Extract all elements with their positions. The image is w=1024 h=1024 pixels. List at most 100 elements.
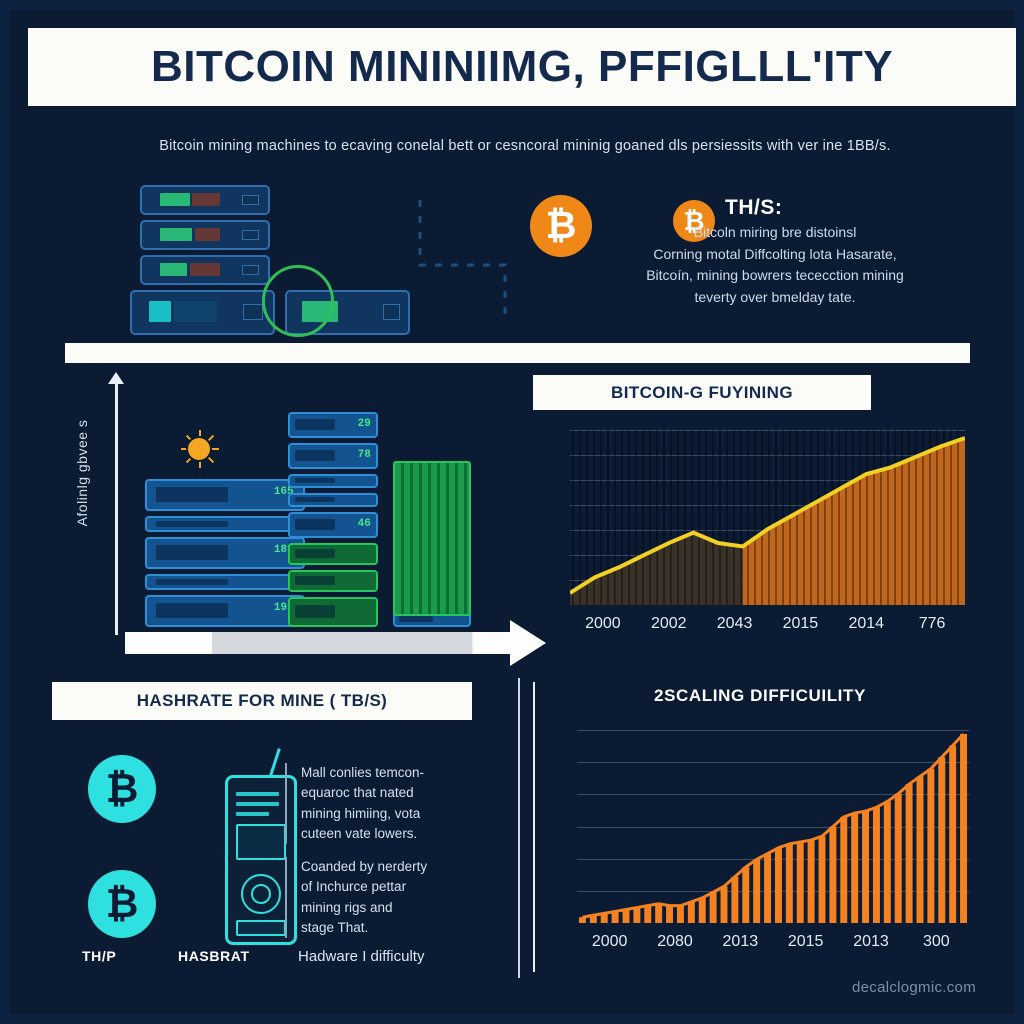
server-rack-unit: [140, 185, 270, 215]
x-axis-tick: 2002: [650, 615, 687, 632]
note-2-line-2: of Inchurce pettar: [301, 879, 407, 895]
bar: [600, 913, 608, 923]
bar: [622, 909, 630, 923]
watermark: decalclogmic.com: [851, 979, 976, 996]
hashrate-banner: HASHRATE FOR MINE ( TB/S): [52, 682, 472, 720]
server-rack-unit: [140, 220, 270, 250]
bar: [589, 915, 597, 923]
rig-digits: 29: [357, 417, 371, 430]
bar: [633, 907, 641, 923]
hashrate-panel: HASHRATE FOR MINE ( TB/S) ₿ ₿ Mall conli…: [40, 675, 510, 995]
bar: [644, 905, 652, 923]
rig-unit: [288, 570, 378, 592]
bar: [905, 784, 913, 923]
bar: [687, 901, 695, 923]
rig-unit: [288, 543, 378, 565]
x-axis-tick: 2043: [716, 615, 753, 632]
bar: [960, 734, 968, 923]
chart-top-x-axis: 2000 2002 2043 2015 2014 776: [570, 615, 965, 639]
chart-top-title: BITCOIN-G FUYINING: [611, 382, 793, 402]
x-axis-tick: 2000: [585, 615, 621, 632]
note-block-1: Mall conlies temcon- equaroc that nated …: [285, 763, 500, 844]
network-dashed-path: [418, 200, 507, 320]
header-banner: BITCOIN MININIIMG, PFFIGLLL'ITY: [28, 28, 1016, 106]
rig-unit: 46: [288, 512, 378, 538]
gridline: [570, 455, 965, 456]
mining-rig-growth-illustration: Afolinlg gbvee s 165 189 195 29 78: [40, 370, 546, 670]
bar: [916, 776, 924, 923]
intro-paragraph: Bitcoin mining machines to ecaving conel…: [159, 138, 891, 154]
gridline: [570, 505, 965, 506]
bar: [611, 911, 619, 923]
label-th-p: TH/P: [82, 948, 117, 964]
bar: [731, 876, 739, 923]
ths-heading: TH/S:: [725, 196, 783, 219]
x-axis-tick: 776: [918, 615, 946, 632]
bar: [764, 853, 772, 923]
bar: [742, 867, 750, 923]
server-rack-unit-large: [130, 290, 275, 335]
gridline: [577, 762, 969, 764]
gridline: [577, 890, 969, 892]
bar: [753, 859, 761, 923]
x-axis-tick: 2014: [848, 615, 885, 632]
bitcoin-cyan-icon-top: ₿: [88, 755, 156, 823]
rig-unit: [288, 474, 378, 488]
gridline: [577, 858, 969, 860]
panel-vertical-separator: [518, 678, 520, 978]
x-axis-tick: 2015: [782, 615, 819, 632]
rig-unit: [288, 493, 378, 507]
y-axis-caption: Afolinlg gbvee s: [74, 419, 90, 527]
rig-unit: [145, 516, 305, 532]
chart-top-series: [570, 430, 965, 605]
gridline: [570, 430, 965, 431]
gridline: [577, 730, 969, 731]
chart-bottom-axis-line: [533, 682, 535, 972]
gridline: [577, 794, 969, 796]
note-2-line-1: Coanded by nerderty: [301, 859, 428, 874]
bar: [666, 905, 674, 923]
rig-tower-green: [393, 461, 471, 616]
rig-unit: 189: [145, 537, 305, 569]
note-2-line-3: mining rigs and: [301, 899, 393, 915]
bar: [840, 816, 848, 923]
bar: [938, 757, 946, 923]
x-axis-tick: 2013: [722, 933, 759, 950]
bitcoin-coin-small-icon: ₿: [673, 200, 715, 242]
note-1-line-3: mining himiing, vota: [301, 805, 421, 821]
bitcoin-funding-chart-panel: BITCOIN-G FUYINING 40567010104590 200020…: [525, 375, 985, 665]
bar: [872, 807, 880, 923]
page-title: BITCOIN MININIIMG, PFFIGLLL'ITY: [150, 42, 894, 91]
ths-line-4: teverty over bmeldaу tate.: [694, 289, 856, 306]
label-hasbrat: HASBRAT: [178, 948, 250, 964]
chart-bottom-series: [578, 732, 968, 923]
bar: [578, 917, 586, 923]
bar: [949, 745, 957, 923]
x-axis-tick: 2080: [657, 933, 693, 950]
bar: [698, 897, 706, 923]
bar: [676, 905, 684, 923]
chart-bottom-x-axis: 2000 2080 2013 2015 2013 300: [577, 933, 969, 957]
section-divider-band: [65, 343, 970, 363]
rig-unit: 78: [288, 443, 378, 469]
hashrate-banner-label: HASHRATE FOR MINE ( TB/S): [136, 691, 388, 710]
x-axis-tick: 2013: [853, 933, 889, 950]
note-1-line-2: equaroc that nated: [301, 785, 414, 801]
gridline: [577, 826, 969, 828]
bitcoin-cyan-icon-bottom: ₿: [88, 870, 156, 938]
ths-body: Bitcoln miring bre distoinsl Corning mot…: [575, 222, 975, 309]
rig-unit: [145, 574, 305, 590]
note-2-line-4: stage That.: [301, 919, 369, 935]
chart-bottom-plot-area: 21060703020100: [577, 730, 969, 923]
bar: [796, 842, 804, 923]
x-axis-tick: 2015: [787, 933, 824, 950]
bar: [807, 840, 815, 923]
note-1-line-1: Mall conlies temcon-: [301, 765, 425, 780]
x-axis-tick: 300: [922, 933, 950, 950]
ths-info-block: TH/S: Bitcoln miring bre distoinsl Corni…: [575, 196, 975, 309]
chart-top-banner: BITCOIN-G FUYINING: [533, 375, 871, 410]
bar: [785, 843, 793, 923]
bar: [720, 886, 728, 923]
rig-unit: 29: [288, 412, 378, 438]
